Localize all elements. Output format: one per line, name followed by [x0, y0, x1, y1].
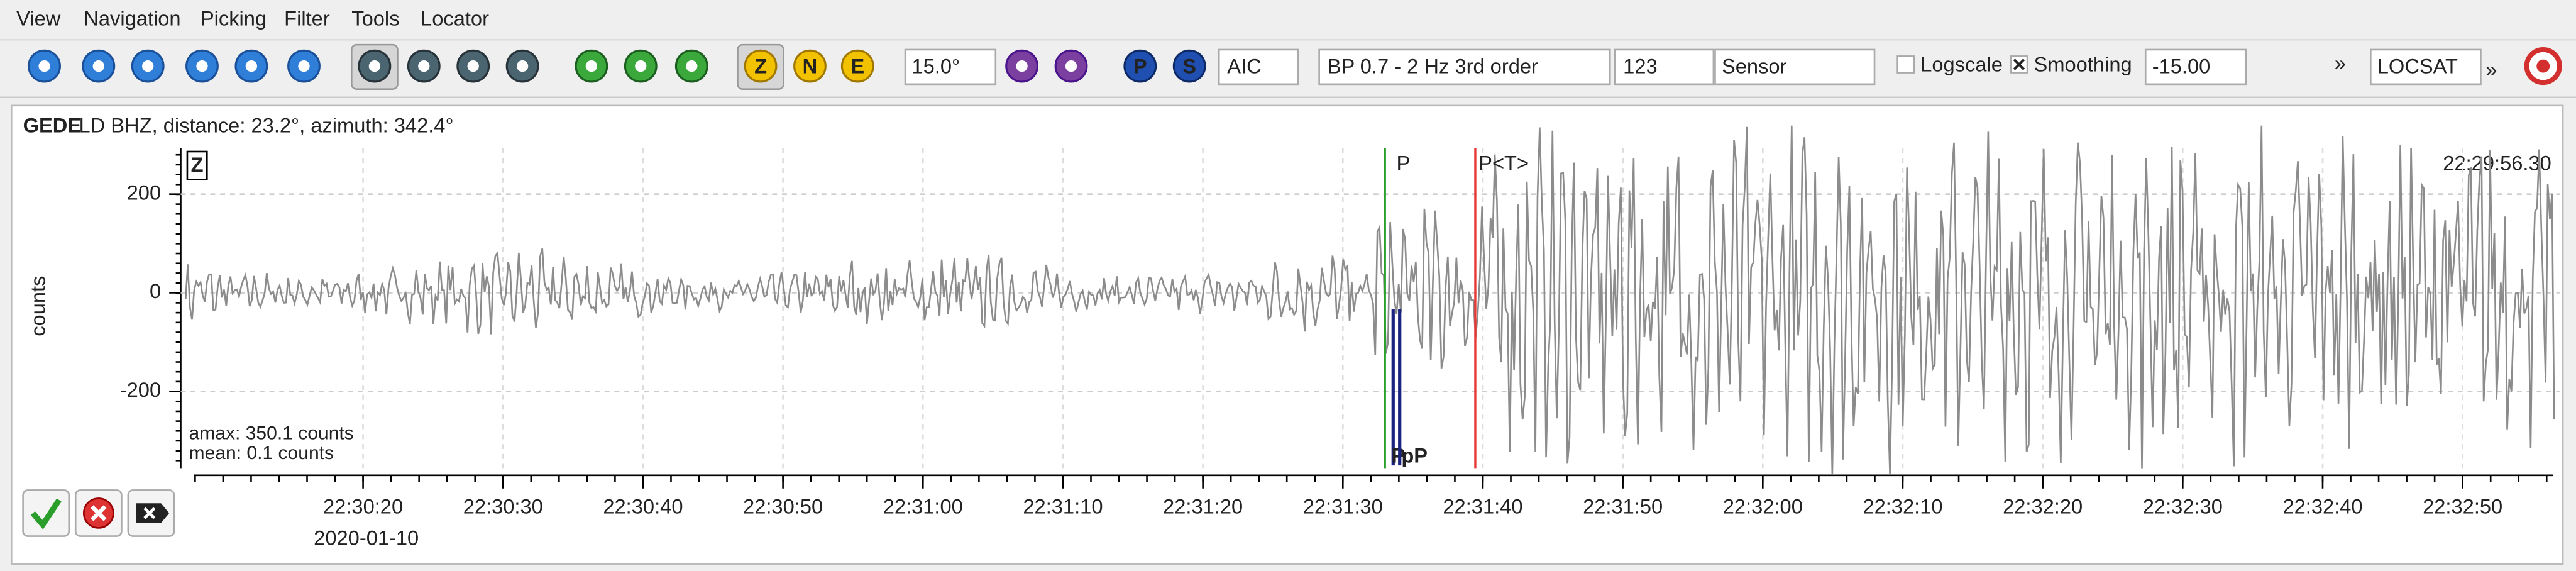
logscale-label: Logscale: [1920, 53, 2003, 76]
trace-header: LD BHZ, distance: 23.2°, azimuth: 342.4°: [79, 113, 453, 136]
button-label: N: [803, 54, 818, 77]
menu-item[interactable]: Navigation: [84, 7, 180, 30]
component-button[interactable]: [744, 49, 778, 83]
button-label: P: [1133, 54, 1147, 77]
combo-box[interactable]: [1218, 48, 1299, 86]
channel-value: 123: [1623, 54, 1658, 77]
filter-value: BP 0.7 - 2 Hz 3rd order: [1328, 54, 1538, 77]
trace-panel: [10, 104, 2564, 565]
menu-item[interactable]: Picking: [201, 7, 267, 30]
button-glyph: [516, 60, 529, 72]
button-glyph: [686, 60, 698, 72]
amax: amax: 350.1 counts: [189, 423, 354, 443]
icon: [143, 507, 156, 519]
button-glyph: [1016, 60, 1028, 72]
unit-value: Sensor: [1722, 54, 1787, 77]
toolbar: 15.0° AIC BP 0.7 - 2 Hz 3rd order 123 Se…: [28, 43, 2562, 90]
y-tick-label: 0: [150, 279, 161, 302]
locate-glyph: [2536, 59, 2550, 73]
x-tick-label: 22:30:50: [743, 495, 823, 518]
button-glyph: [142, 60, 154, 72]
combo-box[interactable]: [1614, 48, 1715, 86]
button-glyph: [245, 60, 258, 72]
component-button[interactable]: [840, 49, 874, 83]
spinbox[interactable]: [904, 48, 997, 86]
date: 2020-01-10: [314, 526, 419, 549]
menu-item[interactable]: Tools: [351, 7, 399, 30]
x-tick-label: 22:31:50: [1583, 495, 1663, 518]
pick-label: pP: [1401, 444, 1428, 467]
button-glyph: [38, 60, 50, 72]
button-glyph: [585, 60, 598, 72]
y-tick-label: 200: [127, 180, 161, 204]
menu-bar: View Navigation Picking Filter Tools Loc…: [16, 7, 489, 30]
icon: [30, 498, 62, 529]
overflow[interactable]: »: [2485, 58, 2497, 81]
x-tick-label: 22:32:30: [2143, 495, 2223, 518]
waveform: [185, 125, 2555, 475]
combo-box[interactable]: [2370, 48, 2482, 86]
component-box: [186, 150, 208, 180]
x-tick-label: 22:32:10: [1863, 495, 1942, 518]
start-time: 22:29:56.30: [2443, 152, 2551, 175]
button-label: S: [1182, 54, 1196, 77]
x-tick-label: 22:32:00: [1723, 495, 1803, 518]
combo-box[interactable]: [1318, 48, 1611, 86]
pick-label: P: [1396, 152, 1410, 175]
button-glyph: [635, 60, 647, 72]
y-tick-label: -200: [120, 378, 161, 401]
locator-value: LOCSAT: [2377, 54, 2458, 77]
component-button[interactable]: [793, 49, 827, 83]
button-label: Z: [754, 54, 767, 77]
button-label: E: [850, 54, 864, 77]
angle-value: 15.0°: [912, 54, 960, 77]
overflow[interactable]: »: [2335, 51, 2346, 74]
accept-button[interactable]: [22, 489, 70, 537]
button-glyph: [1065, 60, 1077, 72]
button-glyph: [418, 60, 430, 72]
x-tick-label: 22:31:10: [1023, 495, 1103, 518]
phase-button[interactable]: [1172, 49, 1206, 83]
picker-value: AIC: [1227, 54, 1261, 77]
smoothing-label: Smoothing: [2034, 53, 2132, 76]
station: GEDE: [23, 113, 82, 136]
mean: mean: 0.1 counts: [189, 443, 334, 463]
checkbox[interactable]: [1896, 55, 1915, 74]
x-tick-label: 22:31:40: [1443, 495, 1522, 518]
check-mark: [2013, 58, 2025, 70]
offset-value: -15.00: [2152, 54, 2211, 77]
pick-label: P<T>: [1478, 152, 1529, 175]
combo-box[interactable]: [1714, 48, 1876, 86]
x-tick-label: 22:32:20: [2003, 495, 2083, 518]
x-tick-label: 22:30:20: [323, 495, 403, 518]
button-glyph: [467, 60, 479, 72]
x-tick-label: 22:30:30: [463, 495, 543, 518]
spinbox[interactable]: [2144, 48, 2247, 86]
x-tick-label: 22:32:50: [2423, 495, 2502, 518]
button-glyph: [298, 60, 310, 72]
button-glyph: [92, 60, 104, 72]
x-tick-label: 22:31:30: [1303, 495, 1383, 518]
menu-item[interactable]: Filter: [284, 7, 330, 30]
y-axis-label: counts: [26, 276, 49, 336]
x-tick-label: 22:30:40: [603, 495, 683, 518]
action-buttons: [22, 489, 175, 537]
x-tick-label: 22:31:20: [1163, 495, 1243, 518]
x-tick-label: 22:32:40: [2282, 495, 2362, 518]
button-glyph: [368, 60, 381, 72]
icon: [91, 505, 107, 521]
phase-button[interactable]: [1123, 49, 1157, 83]
x-tick-label: 22:31:00: [883, 495, 963, 518]
component: Z: [191, 153, 204, 176]
menu-item[interactable]: View: [16, 7, 61, 30]
button-glyph: [196, 60, 208, 72]
menu-item[interactable]: Locator: [421, 7, 489, 30]
